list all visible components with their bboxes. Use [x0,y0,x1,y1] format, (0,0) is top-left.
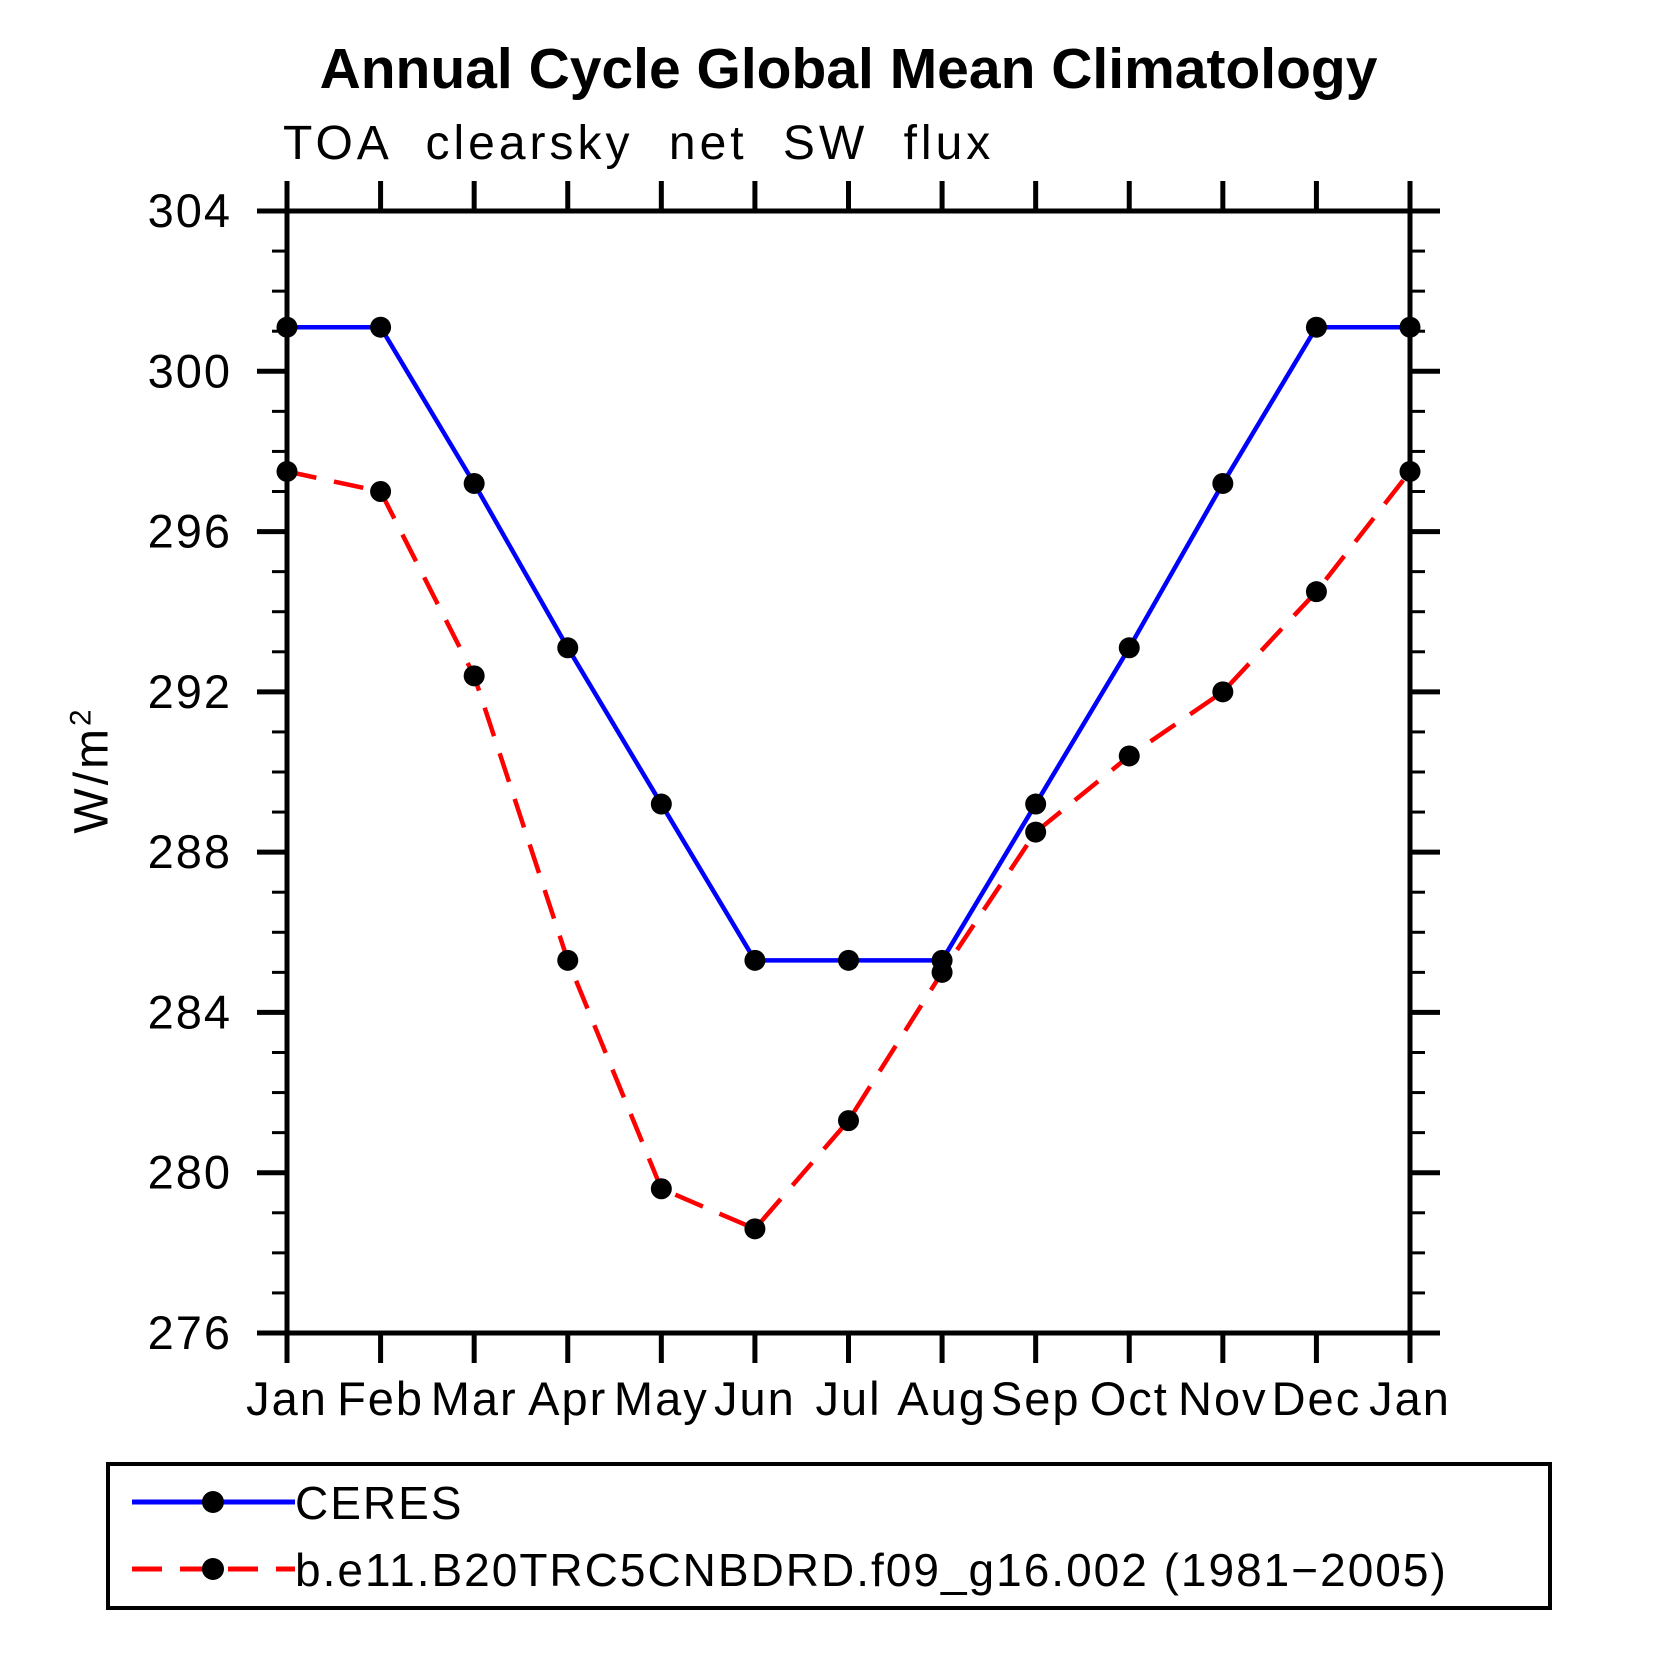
y-tick-label: 304 [148,184,232,237]
chart-title: Annual Cycle Global Mean Climatology [319,37,1378,101]
data-point-model [1305,581,1327,603]
x-tick-label: Dec [1272,1372,1362,1425]
x-tick-label: Jan [246,1372,328,1425]
legend-label-model: b.e11.B20TRC5CNBDRD.f09_g16.002 (1981−20… [295,1543,1448,1596]
legend-line-sample-ceres [132,1491,295,1513]
data-point-ceres [370,316,392,338]
x-tick-label: Jul [815,1372,881,1425]
data-point-model [1118,745,1140,767]
x-tick-label: Aug [897,1372,987,1425]
x-tick-label: Jan [1369,1372,1451,1425]
data-point-model [1212,681,1234,703]
data-point-ceres [650,793,672,815]
y-tick-label: 300 [148,344,232,397]
data-point-model [463,665,485,687]
y-tick-label: 288 [148,825,232,878]
data-point-model [931,961,953,983]
plot-frame [284,208,1413,1336]
x-tick-label: Jun [714,1372,796,1425]
x-tick-label: Mar [431,1372,518,1425]
data-point-ceres [557,637,579,659]
y-tick-label: 280 [148,1146,232,1199]
legend-label-ceres: CERES [295,1476,464,1529]
data-point-ceres [1118,637,1140,659]
x-tick-label: Nov [1178,1372,1268,1425]
data-point-model [557,949,579,971]
data-point-model [650,1178,672,1200]
legend-row-model: b.e11.B20TRC5CNBDRD.f09_g16.002 (1981−20… [110,1536,1548,1603]
x-tick-label: Sep [991,1372,1081,1425]
x-tick-label: Oct [1090,1372,1169,1425]
data-point-ceres [744,949,766,971]
data-point-ceres [1305,316,1327,338]
y-tick-label: 296 [148,505,232,558]
data-point-model [370,481,392,502]
data-point-ceres [1399,316,1421,338]
data-point-model [276,460,298,482]
y-tick-label: 276 [148,1306,232,1359]
x-tick-label: Apr [528,1372,607,1425]
legend-line-sample-model [132,1558,295,1580]
legend-row-ceres: CERES [110,1469,1548,1536]
data-point-ceres [276,316,298,338]
data-point-ceres [463,472,485,494]
data-point-model [838,1110,859,1132]
y-tick-label: 292 [148,665,232,718]
y-tick-label: 284 [148,985,232,1038]
data-point-ceres [838,949,859,971]
data-point-ceres [1025,793,1047,815]
chart-subtitle: TOA clearsky net SW flux [283,117,995,170]
legend: CERES b.e11.B20TRC5CNBDRD.f09_g16.002 (1… [106,1462,1552,1610]
data-point-model [1025,821,1047,843]
data-point-model [744,1218,766,1240]
x-tick-label: May [614,1372,709,1425]
data-point-model [1399,460,1421,482]
x-tick-label: Feb [337,1372,424,1425]
data-point-ceres [1212,472,1234,494]
